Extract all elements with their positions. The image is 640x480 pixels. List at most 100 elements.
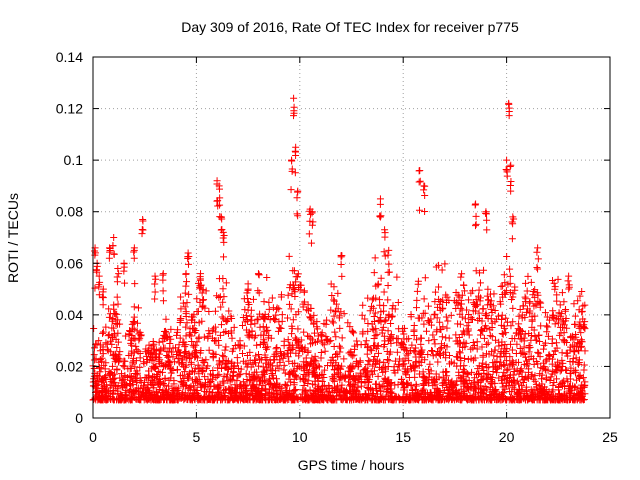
data-point <box>571 312 579 320</box>
data-point <box>351 381 359 389</box>
data-point <box>130 248 138 256</box>
data-point <box>525 341 533 349</box>
data-point <box>331 396 339 404</box>
data-point <box>512 349 520 357</box>
data-point <box>420 372 428 380</box>
data-point <box>120 260 128 268</box>
data-point <box>283 394 291 402</box>
data-point <box>108 340 116 348</box>
data-point <box>429 331 437 339</box>
data-point <box>513 340 521 348</box>
data-point <box>448 384 456 392</box>
data-point <box>522 279 530 287</box>
data-point <box>183 319 191 327</box>
data-point <box>195 333 203 341</box>
data-point <box>564 378 572 386</box>
data-point <box>220 353 228 361</box>
data-point <box>230 387 238 395</box>
data-point <box>330 377 338 385</box>
data-point <box>567 333 575 341</box>
data-point <box>447 311 455 319</box>
data-point <box>330 296 338 304</box>
data-point <box>371 353 379 361</box>
data-point <box>277 384 285 392</box>
data-point <box>507 396 515 404</box>
data-point <box>577 329 585 337</box>
data-point <box>111 350 119 358</box>
data-point <box>133 369 141 377</box>
data-point <box>545 351 553 359</box>
data-point <box>507 340 515 348</box>
data-point <box>334 386 342 394</box>
data-point <box>478 363 486 371</box>
data-point <box>534 255 542 263</box>
data-point <box>308 209 316 217</box>
data-point <box>160 396 168 404</box>
data-point <box>442 395 450 403</box>
data-point <box>507 360 515 368</box>
data-point <box>477 326 485 334</box>
data-point <box>364 319 372 327</box>
data-point <box>204 334 212 342</box>
data-point <box>310 329 318 337</box>
x-tick-label: 10 <box>292 429 308 445</box>
data-point <box>225 386 233 394</box>
data-point <box>282 388 290 396</box>
data-point <box>213 292 221 300</box>
data-point <box>150 340 158 348</box>
data-point <box>421 208 429 216</box>
data-point <box>294 212 302 220</box>
data-point <box>279 354 287 362</box>
data-point <box>501 371 509 379</box>
data-point <box>299 396 307 404</box>
data-point <box>257 331 265 339</box>
data-point <box>236 344 244 352</box>
data-point <box>135 330 143 338</box>
data-point <box>432 395 440 403</box>
data-point <box>119 362 127 370</box>
data-point <box>461 287 469 295</box>
data-point <box>533 248 541 256</box>
data-point <box>284 314 292 322</box>
data-point <box>385 246 393 254</box>
data-point <box>319 339 327 347</box>
data-point <box>193 338 201 346</box>
data-point <box>428 346 436 354</box>
data-point <box>458 330 466 338</box>
data-point <box>272 348 280 356</box>
data-point <box>479 375 487 383</box>
data-point <box>105 305 113 313</box>
data-point <box>390 363 398 371</box>
data-point <box>572 366 580 374</box>
data-point <box>361 366 369 374</box>
data-point <box>320 381 328 389</box>
data-point <box>167 348 175 356</box>
data-point <box>166 396 174 404</box>
data-point <box>132 342 140 350</box>
data-point <box>499 282 507 290</box>
data-point <box>260 298 268 306</box>
data-point <box>366 385 374 393</box>
data-point <box>143 352 151 360</box>
data-point <box>247 320 255 328</box>
data-point <box>440 350 448 358</box>
data-point <box>419 380 427 388</box>
data-point <box>222 279 230 287</box>
data-point <box>204 375 212 383</box>
data-point <box>377 387 385 395</box>
data-point <box>310 369 318 377</box>
data-point <box>359 328 367 336</box>
data-point <box>376 316 384 324</box>
data-point <box>560 382 568 390</box>
data-point <box>418 396 426 404</box>
data-point <box>330 297 338 305</box>
data-point <box>216 194 224 202</box>
data-point <box>310 319 318 327</box>
data-point <box>342 388 350 396</box>
data-point <box>307 313 315 321</box>
data-point <box>454 320 462 328</box>
data-point <box>149 342 157 350</box>
data-point <box>400 360 408 368</box>
data-point <box>370 317 378 325</box>
data-point <box>500 368 508 376</box>
